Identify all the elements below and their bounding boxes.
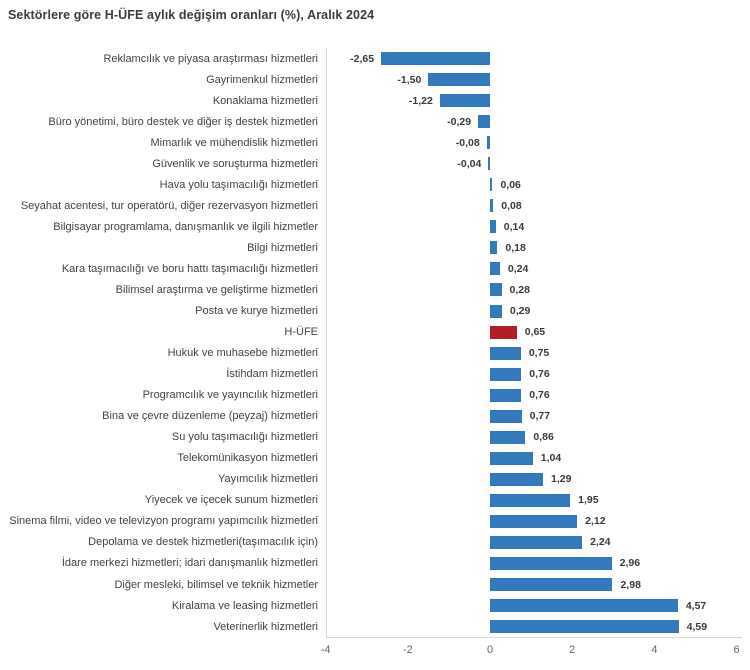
- value-label: 2,12: [585, 515, 606, 528]
- bar: [490, 178, 493, 192]
- bar: [490, 430, 526, 444]
- value-label: 4,57: [685, 599, 707, 612]
- value-label: 0,18: [505, 241, 526, 254]
- category-label: Seyahat acentesi, tur operatörü, diğer r…: [20, 199, 318, 212]
- category-label: Bilimsel araştırma ve geliştirme hizmetl…: [115, 283, 318, 296]
- x-axis-tick-label: 0: [486, 644, 494, 656]
- x-axis-tick-label: 4: [651, 644, 658, 656]
- category-label: Sinema filmi, video ve televizyon progra…: [9, 515, 318, 528]
- bar: [490, 241, 498, 255]
- bar: [490, 388, 522, 402]
- bar: [478, 115, 490, 129]
- category-label: Veterinerlik hizmetleri: [213, 620, 318, 633]
- bar: [490, 493, 571, 507]
- value-label: 0,75: [528, 347, 550, 360]
- bar: [490, 220, 496, 234]
- value-label: 1,95: [578, 494, 599, 507]
- category-label: Bilgisayar programlama, danışmanlık ve i…: [53, 220, 318, 233]
- value-label: 0,65: [524, 326, 546, 339]
- value-label: 1,29: [551, 473, 572, 486]
- category-label: Mimarlık ve mühendislik hizmetleri: [150, 136, 319, 149]
- value-label: -0,29: [447, 115, 472, 128]
- chart-title: Sektörlere göre H-ÜFE aylık değişim oran…: [8, 8, 375, 22]
- value-label: 0,08: [501, 199, 522, 212]
- y-axis-line: [326, 48, 327, 637]
- bar: [490, 556, 612, 570]
- category-label: Gayrimenkul hizmetleri: [206, 73, 318, 86]
- bar: [490, 451, 533, 465]
- category-label: Reklamcılık ve piyasa araştırması hizmet…: [103, 52, 318, 65]
- bar: [490, 283, 502, 297]
- bar: [490, 599, 678, 613]
- bar-hufe-highlight: [490, 325, 517, 339]
- category-label-hufe: H-ÜFE: [284, 326, 318, 339]
- bar: [490, 367, 522, 381]
- x-axis-line: [326, 637, 742, 638]
- category-label: Hukuk ve muhasebe hizmetleri: [167, 347, 318, 360]
- x-axis-tick-label: -2: [402, 644, 413, 656]
- category-label: Güvenlik ve soruşturma hizmetleri: [152, 157, 318, 170]
- category-label: Kara taşımacılığı ve boru hattı taşımacı…: [61, 262, 318, 275]
- value-label: 0,28: [509, 283, 530, 296]
- category-label: Yayımcılık hizmetleri: [217, 473, 318, 486]
- value-label: 0,14: [503, 220, 525, 233]
- category-label: Su yolu taşımacılığı hizmetleri: [171, 431, 318, 444]
- category-label: Yiyecek ve içecek sunum hizmetleri: [144, 494, 318, 507]
- category-label: Büro yönetimi, büro destek ve diğer iş d…: [48, 115, 318, 128]
- bar: [490, 535, 583, 549]
- bar: [490, 409, 522, 423]
- bar: [490, 578, 613, 592]
- value-label: 2,96: [619, 557, 641, 570]
- bar: [488, 157, 490, 171]
- value-label: -2,65: [350, 52, 375, 65]
- x-axis-tick-label: -4: [320, 644, 331, 656]
- value-label: 0,77: [529, 410, 551, 423]
- value-label: 4,59: [686, 620, 708, 633]
- value-label: 0,24: [507, 262, 529, 275]
- bar: [490, 199, 494, 213]
- category-label: Bilgi hizmetleri: [247, 241, 318, 254]
- category-label: Programcılık ve yayıncılık hizmetleri: [142, 389, 318, 402]
- bar: [490, 514, 578, 528]
- value-label: 1,04: [540, 452, 562, 465]
- value-label: -0,08: [455, 136, 480, 149]
- value-label: 0,76: [529, 389, 550, 402]
- bar: [428, 73, 490, 87]
- category-label: Konaklama hizmetleri: [212, 94, 318, 107]
- value-label: -1,22: [408, 94, 433, 107]
- value-label: 0,76: [529, 368, 550, 381]
- category-label: İdare merkezi hizmetleri; idari danışman…: [61, 557, 318, 570]
- bar: [486, 136, 490, 150]
- x-axis-tick-label: 6: [733, 644, 740, 656]
- category-label: Depolama ve destek hizmetleri(taşımacılı…: [88, 536, 318, 549]
- category-label: Bina ve çevre düzenleme (peyzaj) hizmetl…: [102, 410, 318, 423]
- value-label: -1,50: [397, 73, 422, 86]
- bar: [490, 472, 544, 486]
- value-label: 0,06: [500, 178, 521, 191]
- value-label: 0,29: [509, 305, 531, 317]
- bar: [490, 346, 521, 360]
- bar: [439, 94, 490, 108]
- category-label: Kiralama ve leasing hizmetleri: [171, 599, 318, 612]
- x-axis-tick-label: 2: [569, 644, 576, 656]
- value-label: 2,98: [620, 578, 641, 591]
- category-label: İstihdam hizmetleri: [226, 368, 318, 381]
- category-label: Posta ve kurye hizmetleri: [195, 305, 318, 317]
- bar: [490, 620, 679, 634]
- bar: [381, 52, 490, 66]
- category-label: Diğer mesleki, bilimsel ve teknik hizmet…: [114, 578, 318, 591]
- value-label: 0,86: [533, 431, 554, 444]
- category-label: Hava yolu taşımacılığı hizmetleri: [159, 178, 318, 191]
- value-label: 2,24: [590, 536, 611, 549]
- bar: [490, 262, 500, 276]
- bar: [490, 304, 502, 318]
- value-label: -0,04: [457, 157, 482, 170]
- category-label: Telekomünikasyon hizmetleri: [177, 452, 318, 465]
